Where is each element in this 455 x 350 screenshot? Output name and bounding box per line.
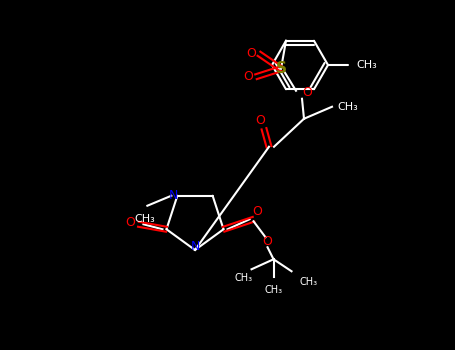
Text: N: N xyxy=(190,239,200,252)
Text: O: O xyxy=(253,205,263,218)
Text: CH₃: CH₃ xyxy=(356,60,377,70)
Text: N: N xyxy=(169,189,178,202)
Text: CH₃: CH₃ xyxy=(299,277,318,287)
Text: O: O xyxy=(255,114,265,127)
Text: CH₃: CH₃ xyxy=(134,214,155,224)
Text: O: O xyxy=(302,86,312,99)
Text: O: O xyxy=(126,216,136,229)
Text: S: S xyxy=(275,61,287,76)
Text: O: O xyxy=(263,235,273,248)
Text: O: O xyxy=(243,70,253,83)
Text: O: O xyxy=(246,47,256,60)
Text: CH₃: CH₃ xyxy=(234,273,253,283)
Text: CH₃: CH₃ xyxy=(337,102,358,112)
Text: CH₃: CH₃ xyxy=(264,285,283,295)
